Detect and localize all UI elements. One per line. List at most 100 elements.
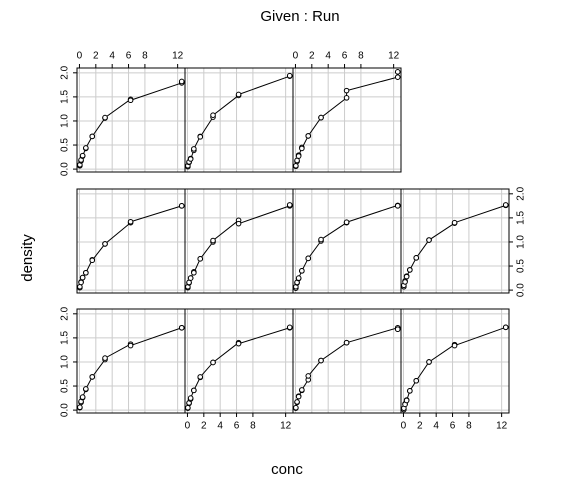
line bbox=[403, 204, 507, 287]
x-axis-label: conc bbox=[271, 461, 303, 478]
y-tick-label: 1.0 bbox=[516, 235, 527, 249]
x-tick-label: 4 bbox=[217, 421, 223, 432]
point bbox=[426, 237, 432, 243]
x-tick-label: 12 bbox=[496, 421, 508, 432]
x-tick-label: 2 bbox=[93, 51, 99, 62]
point bbox=[78, 279, 84, 286]
y-tick-label: 0.5 bbox=[60, 138, 71, 152]
panel-border bbox=[400, 308, 510, 414]
y-tick-label: 1.0 bbox=[60, 114, 71, 128]
point bbox=[305, 133, 312, 139]
x-tick-label: 12 bbox=[280, 421, 292, 432]
point bbox=[403, 397, 410, 404]
point bbox=[394, 326, 401, 333]
point bbox=[191, 387, 197, 394]
point bbox=[295, 153, 302, 159]
panel-border bbox=[400, 188, 510, 294]
point bbox=[295, 393, 302, 400]
point bbox=[79, 152, 86, 159]
point bbox=[191, 269, 197, 276]
point bbox=[127, 97, 134, 104]
x-tick-label: 0 bbox=[293, 51, 299, 62]
point bbox=[394, 74, 401, 80]
y-tick-label: 1.0 bbox=[60, 355, 71, 369]
line bbox=[403, 326, 506, 410]
line bbox=[295, 71, 399, 167]
y-tick-label: 0.0 bbox=[60, 403, 71, 417]
y-tick-label: 0.5 bbox=[60, 379, 71, 393]
x-tick-label: 4 bbox=[325, 51, 331, 62]
point bbox=[343, 87, 350, 94]
point bbox=[407, 267, 413, 273]
point bbox=[413, 377, 420, 384]
point bbox=[295, 275, 302, 281]
panel-border bbox=[292, 188, 402, 294]
point bbox=[407, 388, 413, 394]
y-tick-label: 2.0 bbox=[60, 65, 71, 79]
point bbox=[197, 374, 204, 380]
point bbox=[305, 255, 312, 262]
y-tick-label: 1.5 bbox=[516, 211, 527, 225]
point bbox=[299, 145, 305, 152]
point bbox=[413, 255, 420, 261]
point bbox=[394, 69, 401, 75]
point bbox=[102, 114, 108, 121]
point bbox=[178, 324, 185, 331]
point bbox=[77, 404, 83, 411]
point bbox=[187, 156, 194, 162]
x-tick-label: 0 bbox=[77, 51, 83, 62]
point bbox=[343, 95, 350, 101]
point bbox=[178, 78, 185, 85]
point bbox=[293, 404, 299, 411]
point bbox=[127, 342, 134, 349]
y-tick-label: 0.5 bbox=[516, 259, 527, 273]
panel-border bbox=[292, 308, 402, 414]
point bbox=[299, 387, 305, 393]
point bbox=[178, 203, 185, 209]
x-tick-label: 0 bbox=[185, 421, 191, 432]
x-tick-label: 6 bbox=[342, 51, 348, 62]
point bbox=[502, 202, 509, 208]
x-tick-label: 2 bbox=[309, 51, 315, 62]
point bbox=[210, 359, 216, 366]
point bbox=[299, 268, 305, 274]
point bbox=[343, 339, 350, 346]
chart-title: Given : Run bbox=[260, 8, 339, 25]
y-tick-label: 2.0 bbox=[60, 306, 71, 320]
line bbox=[187, 204, 291, 288]
panel-border bbox=[76, 308, 186, 414]
panel-border bbox=[292, 67, 402, 173]
point bbox=[187, 395, 194, 401]
panel-border bbox=[184, 308, 294, 414]
point bbox=[102, 355, 108, 361]
x-tick-label: 12 bbox=[388, 51, 400, 62]
point bbox=[318, 236, 324, 243]
point bbox=[318, 114, 324, 121]
x-tick-label: 6 bbox=[450, 421, 456, 432]
line bbox=[79, 327, 182, 408]
x-tick-label: 4 bbox=[433, 421, 439, 432]
point bbox=[235, 340, 242, 347]
panel-border bbox=[184, 67, 294, 173]
point bbox=[191, 146, 197, 152]
point bbox=[102, 241, 108, 247]
point bbox=[305, 373, 312, 379]
point bbox=[318, 357, 324, 364]
point bbox=[403, 273, 410, 280]
point bbox=[210, 237, 216, 244]
x-tick-label: 8 bbox=[358, 51, 364, 62]
x-tick-label: 0 bbox=[401, 421, 407, 432]
panel-border bbox=[76, 67, 186, 173]
x-tick-label: 12 bbox=[172, 51, 184, 62]
y-axis-label: density bbox=[19, 234, 36, 282]
panel-border bbox=[76, 188, 186, 294]
point bbox=[127, 218, 134, 225]
point bbox=[235, 220, 242, 227]
point bbox=[502, 324, 509, 331]
x-tick-label: 8 bbox=[466, 421, 472, 432]
point bbox=[426, 359, 432, 365]
point bbox=[79, 394, 86, 400]
x-tick-label: 2 bbox=[201, 421, 207, 432]
line bbox=[79, 81, 183, 166]
